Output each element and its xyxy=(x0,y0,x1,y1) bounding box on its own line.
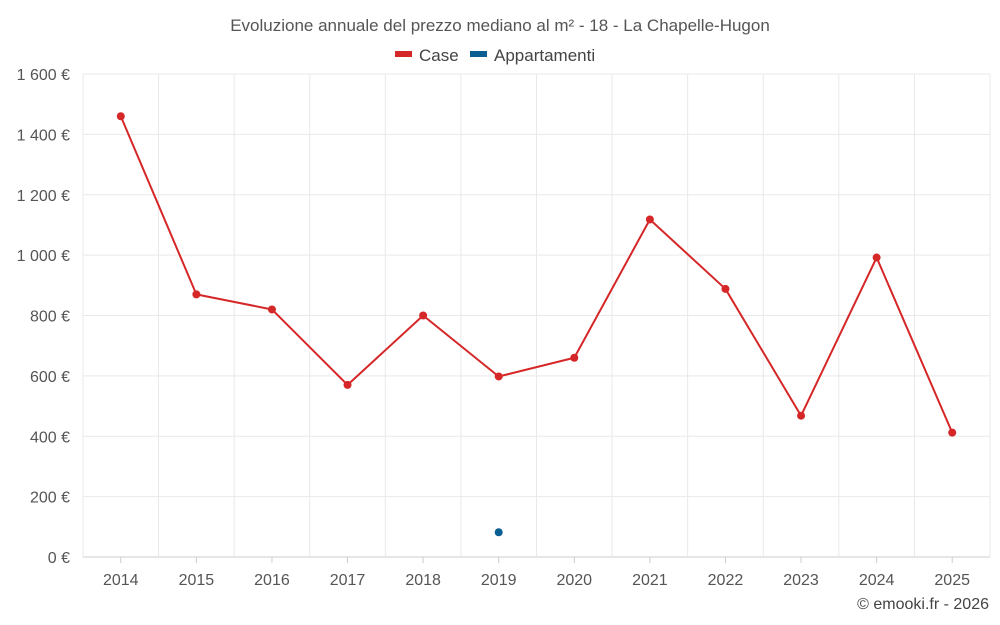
data-point[interactable] xyxy=(872,253,881,262)
y-tick-label: 800 € xyxy=(30,309,70,326)
data-point[interactable] xyxy=(267,305,276,314)
x-tick-label: 2020 xyxy=(556,572,592,589)
series-line xyxy=(119,115,954,434)
data-point[interactable] xyxy=(721,284,730,293)
data-point[interactable] xyxy=(116,112,125,121)
x-tick-label: 2017 xyxy=(330,572,366,589)
x-tick-label: 2023 xyxy=(783,572,819,589)
x-tick-label: 2022 xyxy=(708,572,744,589)
x-tick-label: 2014 xyxy=(103,572,139,589)
x-axis: 2014 2015 2016 2017 2018 2019 2020 2021 2022 2023… xyxy=(103,557,970,589)
y-tick-label: 0 € xyxy=(48,550,70,567)
x-tick-label: 2018 xyxy=(405,572,441,589)
y-tick-label: 400 € xyxy=(30,429,70,446)
legend[interactable]: Case Appartamenti xyxy=(395,46,595,65)
chart-title: Evoluzione annuale del prezzo mediano al… xyxy=(230,16,770,35)
legend-item-case[interactable]: Case xyxy=(395,46,459,65)
series xyxy=(116,112,957,537)
y-tick-label: 1 600 € xyxy=(17,67,70,84)
grid xyxy=(82,73,991,558)
series-appartamenti xyxy=(494,528,503,537)
legend-swatch-case xyxy=(395,51,412,57)
y-axis: 0 € 200 € 400 € 600 € 800 € 1 000 € 1 200 € 1 4… xyxy=(17,67,70,567)
x-tick-label: 2015 xyxy=(179,572,215,589)
data-point[interactable] xyxy=(494,372,503,381)
y-tick-label: 200 € xyxy=(30,490,70,507)
x-tick-label: 2016 xyxy=(254,572,290,589)
data-point[interactable] xyxy=(343,380,352,389)
data-point[interactable] xyxy=(419,311,428,320)
legend-item-appartamenti[interactable]: Appartamenti xyxy=(470,46,595,65)
legend-label-appartamenti: Appartamenti xyxy=(494,46,595,65)
legend-swatch-appartamenti xyxy=(470,51,487,57)
y-tick-label: 1 000 € xyxy=(17,248,70,265)
data-point[interactable] xyxy=(192,290,201,299)
x-tick-label: 2025 xyxy=(934,572,970,589)
data-point[interactable] xyxy=(948,428,957,437)
credit-text: © emooki.fr - 2026 xyxy=(857,596,989,613)
y-tick-label: 1 200 € xyxy=(17,188,70,205)
data-point[interactable] xyxy=(645,215,654,224)
x-tick-label: 2024 xyxy=(859,572,895,589)
data-point[interactable] xyxy=(494,528,503,537)
series-case xyxy=(116,112,957,437)
legend-label-case: Case xyxy=(419,46,459,65)
x-tick-label: 2019 xyxy=(481,572,517,589)
x-tick-label: 2021 xyxy=(632,572,668,589)
data-point[interactable] xyxy=(570,353,579,362)
y-tick-label: 600 € xyxy=(30,369,70,386)
data-point[interactable] xyxy=(797,411,806,420)
y-tick-label: 1 400 € xyxy=(17,127,70,144)
